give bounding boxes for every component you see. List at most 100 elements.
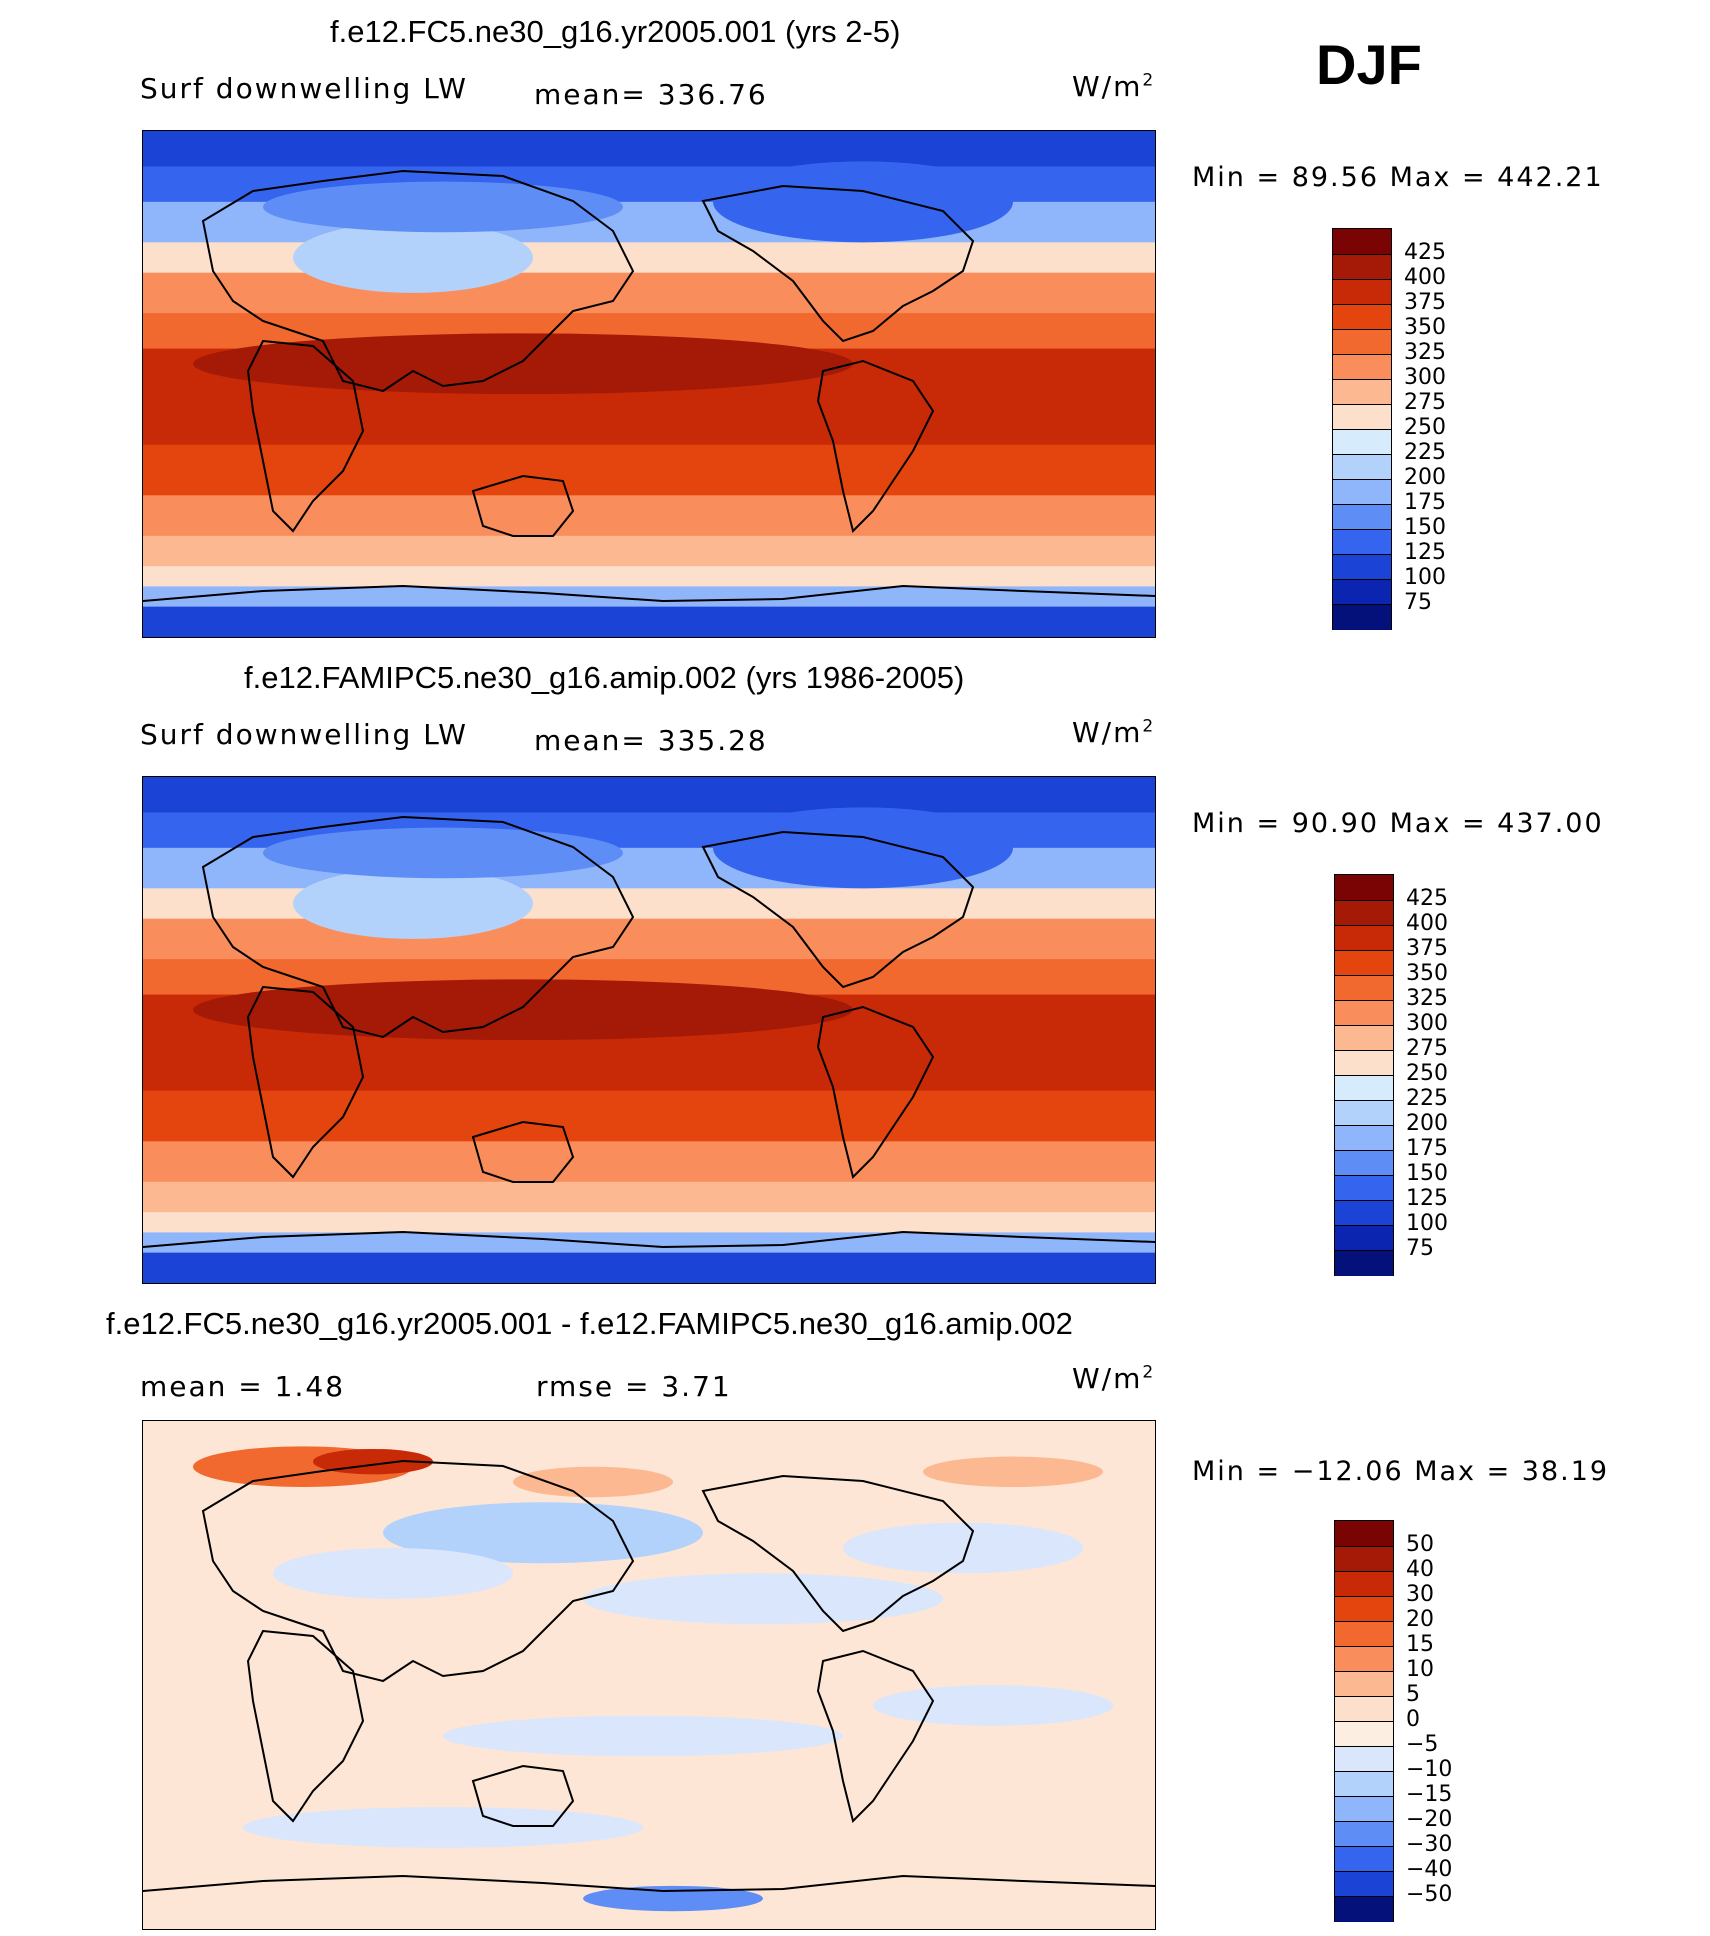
field-band [143, 566, 1155, 588]
anomaly-patch [873, 1685, 1113, 1726]
colorbar-swatch [1333, 404, 1391, 430]
panel-2-minmax: Min = 90.90 Max = 437.00 [1192, 808, 1604, 839]
colorbar-swatch [1335, 1821, 1393, 1847]
colorbar-swatch [1335, 1721, 1393, 1747]
panel-2-mean: mean= 335.28 [534, 724, 768, 757]
colorbar-tick-label: 300 [1404, 365, 1446, 390]
anomaly-patch [843, 1522, 1083, 1574]
colorbar-tick-label: −50 [1406, 1882, 1453, 1907]
colorbar-tick-label: 15 [1406, 1632, 1434, 1657]
colorbar-swatch [1335, 900, 1393, 926]
colorbar-tick-label: 225 [1406, 1086, 1448, 1111]
coastline [246, 985, 365, 1179]
anomaly-patch [923, 1456, 1103, 1488]
coastline [246, 339, 365, 533]
coastline [143, 1230, 1155, 1249]
panel-3-map-field [143, 1446, 1155, 1912]
colorbar-swatch [1335, 1150, 1393, 1176]
field-band [143, 1212, 1155, 1234]
colorbar-swatch [1335, 1546, 1393, 1572]
colorbar-swatch [1333, 504, 1391, 530]
anomaly-patch [273, 1548, 513, 1599]
colorbar-tick-label: 375 [1404, 290, 1446, 315]
field-band [143, 444, 1155, 497]
panel-3-units: W/m2 [1072, 1362, 1156, 1395]
colorbar-swatch [1333, 529, 1391, 555]
field-band [143, 495, 1155, 537]
coastline [246, 1629, 365, 1823]
panel-2-variable: Surf downwelling LW [140, 718, 468, 751]
coastline [816, 359, 935, 533]
warm-pool [193, 333, 853, 395]
anomaly-patch [513, 1466, 673, 1498]
colorbar-tick-label: 175 [1406, 1136, 1448, 1161]
colorbar-swatch [1333, 604, 1391, 630]
panel-1-colorbar [1332, 228, 1392, 630]
colorbar-swatch [1335, 1050, 1393, 1076]
colorbar-tick-label: −40 [1406, 1857, 1453, 1882]
colorbar-swatch [1333, 554, 1391, 580]
cold-region [293, 868, 533, 939]
colorbar-swatch [1335, 1796, 1393, 1822]
colorbar-swatch [1335, 1200, 1393, 1226]
colorbar-swatch [1335, 1771, 1393, 1797]
colorbar-tick-label: −30 [1406, 1832, 1453, 1857]
panel-1-mean: mean= 336.76 [534, 78, 768, 111]
field-band [143, 535, 1155, 568]
colorbar-tick-label: 350 [1404, 315, 1446, 340]
colorbar-tick-label: −20 [1406, 1807, 1453, 1832]
colorbar-tick-label: 175 [1404, 490, 1446, 515]
colorbar-tick-label: 275 [1406, 1036, 1448, 1061]
field-band [143, 1181, 1155, 1214]
colorbar-swatch [1333, 429, 1391, 455]
panel-2-map [142, 776, 1156, 1284]
anomaly-patch [443, 1715, 843, 1757]
colorbar-tick-label: 300 [1406, 1011, 1448, 1036]
colorbar-tick-label: 425 [1406, 886, 1448, 911]
colorbar-swatch [1335, 1025, 1393, 1051]
colorbar-swatch [1333, 304, 1391, 330]
colorbar-tick-label: 125 [1404, 540, 1446, 565]
field-band [143, 586, 1155, 608]
colorbar-tick-label: 30 [1406, 1582, 1434, 1607]
panel-3-map [142, 1420, 1156, 1930]
colorbar-tick-label: 200 [1404, 465, 1446, 490]
warm-pool [193, 979, 853, 1041]
panel-3-minmax: Min = −12.06 Max = 38.19 [1192, 1456, 1610, 1487]
colorbar-swatch [1333, 279, 1391, 305]
colorbar-tick-label: 200 [1406, 1111, 1448, 1136]
season-label: DJF [1316, 33, 1422, 96]
coastline [701, 830, 975, 989]
colorbar-swatch [1335, 1671, 1393, 1697]
colorbar-swatch [1333, 379, 1391, 405]
colorbar-tick-label: 100 [1406, 1211, 1448, 1236]
cold-region [263, 827, 623, 879]
coastline [471, 1764, 575, 1827]
colorbar-swatch [1335, 1596, 1393, 1622]
colorbar-swatch [1335, 1896, 1393, 1922]
colorbar-swatch [1335, 1696, 1393, 1722]
coastline [816, 1005, 935, 1179]
colorbar-tick-label: 10 [1406, 1657, 1434, 1682]
field-band [143, 1090, 1155, 1143]
coastline [143, 1874, 1155, 1893]
field-band [143, 1232, 1155, 1254]
field-band [143, 918, 1155, 961]
panel-3-title: f.e12.FC5.ne30_g16.yr2005.001 - f.e12.FA… [106, 1306, 1073, 1341]
field-band [143, 606, 1155, 637]
panel-2-colorbar [1334, 874, 1394, 1276]
panel-1-title: f.e12.FC5.ne30_g16.yr2005.001 (yrs 2-5) [330, 14, 901, 49]
panel-1-units: W/m2 [1072, 70, 1156, 103]
colorbar-swatch [1335, 1125, 1393, 1151]
colorbar-tick-label: −5 [1406, 1732, 1439, 1757]
panel-1-variable: Surf downwelling LW [140, 72, 468, 105]
anomaly-patch [583, 1885, 763, 1912]
colorbar-tick-label: 250 [1404, 415, 1446, 440]
colorbar-swatch [1333, 454, 1391, 480]
panel-3-colorbar [1334, 1520, 1394, 1922]
colorbar-tick-label: 400 [1404, 265, 1446, 290]
anomaly-patch [583, 1573, 943, 1625]
colorbar-tick-label: 0 [1406, 1707, 1420, 1732]
colorbar-tick-label: −10 [1406, 1757, 1453, 1782]
coastline [816, 1649, 935, 1823]
